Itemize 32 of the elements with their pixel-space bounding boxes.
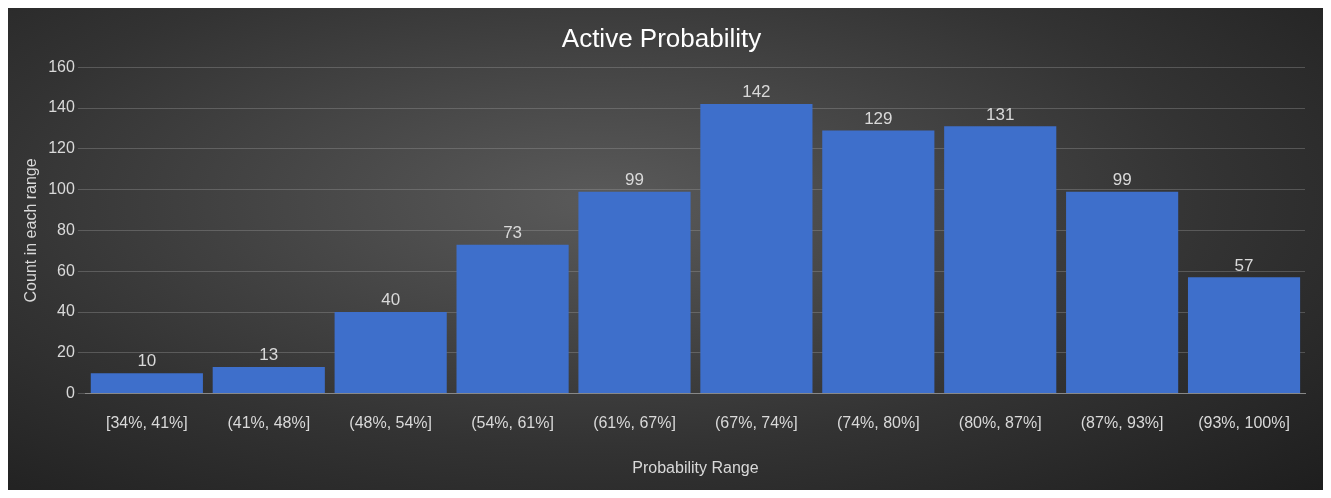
x-tick-label: (61%, 67%]	[593, 413, 676, 431]
y-tick-label: 60	[57, 261, 75, 279]
x-tick-label: (54%, 61%]	[471, 413, 554, 431]
data-label: 131	[986, 104, 1015, 124]
y-tick-label: 0	[65, 384, 75, 402]
data-label: 40	[381, 290, 401, 310]
x-tick-label: (74%, 80%]	[836, 413, 920, 431]
y-tick-label: 140	[48, 98, 75, 116]
x-tick-label: [34%, 41%]	[105, 413, 188, 431]
y-tick-label: 120	[48, 139, 75, 157]
data-label: 10	[137, 351, 157, 371]
x-tick-label: (67%, 74%]	[715, 413, 798, 431]
data-label: 13	[259, 345, 279, 365]
y-tick-label: 80	[57, 220, 75, 238]
chart-title: Active Probability	[561, 22, 762, 53]
data-label: 129	[864, 108, 893, 128]
y-tick-label: 40	[57, 302, 75, 320]
y-tick-label: 20	[57, 343, 75, 361]
x-tick-label: (80%, 87%]	[958, 413, 1042, 431]
data-label: 73	[503, 222, 523, 242]
x-tick-label: (48%, 54%]	[349, 413, 433, 431]
data-label: 142	[742, 82, 771, 102]
data-label: 99	[625, 169, 644, 189]
y-tick-label: 100	[48, 180, 75, 198]
data-label: 57	[1234, 255, 1254, 275]
data-label: 99	[1112, 169, 1132, 189]
y-axis-title: Count in each range	[22, 158, 40, 303]
x-axis-title: Probability Range	[632, 458, 759, 476]
y-tick-label: 160	[48, 57, 75, 75]
x-tick-label: (41%, 48%]	[227, 413, 311, 431]
x-tick-label: (87%, 93%]	[1080, 413, 1164, 431]
x-tick-label: (93%, 100%]	[1198, 413, 1290, 431]
